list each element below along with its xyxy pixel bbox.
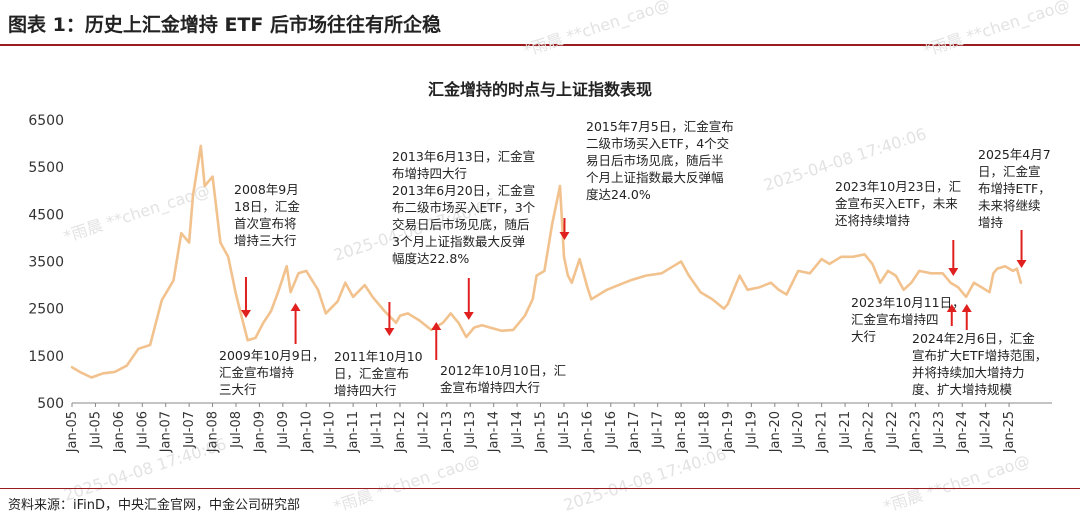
- x-tick-label: Jul-17: [651, 411, 666, 449]
- x-tick-label: Jul-23: [932, 411, 947, 449]
- y-tick-label: 5500: [28, 160, 64, 176]
- x-tick-label: Jan-21: [815, 411, 830, 453]
- x-tick-label: Jul-11: [370, 411, 385, 449]
- annotation-arrow-head: [1016, 260, 1027, 268]
- x-tick-label: Jan-18: [674, 411, 689, 453]
- annotation-2011-10: 2011年10月10 日，汇金宣布 增持四大行: [334, 349, 423, 398]
- x-tick-label: Jan-08: [206, 411, 221, 453]
- x-tick-label: Jan-09: [252, 411, 267, 453]
- x-tick-label: Jan-06: [112, 411, 127, 453]
- annotation-2012-10: 2012年10月10日，汇 金宣布增持四大行: [440, 363, 567, 395]
- annotation-arrow-head: [946, 304, 957, 312]
- annotation-2023-10-23: 2023年10月23日，汇 金宣布买入ETF，未来 还将持续增持: [835, 179, 962, 228]
- x-tick-label: Jan-15: [534, 411, 549, 453]
- x-tick-label: Jul-24: [979, 411, 994, 449]
- x-tick-label: Jan-20: [768, 411, 783, 453]
- y-tick-label: 4500: [28, 207, 64, 223]
- title-rule: [0, 44, 1080, 46]
- x-tick-label: Jul-18: [698, 411, 713, 449]
- x-tick-label: Jan-16: [580, 411, 595, 453]
- x-tick-label: Jul-13: [463, 411, 478, 449]
- source-rule: [0, 488, 1080, 489]
- annotation-arrow-head: [961, 304, 972, 312]
- x-tick-label: Jan-24: [955, 411, 970, 453]
- annotation-arrow-head: [948, 268, 959, 276]
- annotation-2013-06: 2013年6月13日，汇金宣 布增持四大行 2013年6月20日，汇金宣 布二级…: [392, 149, 536, 266]
- annotation-2015-07: 2015年7月5日，汇金宣布 二级市场买入ETF，4个交 易日后市场见底，随后半…: [586, 119, 734, 202]
- y-tick-label: 3500: [28, 255, 64, 271]
- x-tick-label: Jul-20: [791, 411, 806, 449]
- annotation-arrow-head: [240, 310, 251, 318]
- x-tick-label: Jul-14: [510, 411, 525, 449]
- x-tick-label: Jan-10: [299, 411, 314, 453]
- annotation-2008-09: 2008年9月 18日，汇金 首次宣布将 增持三大行: [234, 182, 300, 248]
- annotation-2009-10: 2009年10月9日， 汇金宣布增持 三大行: [219, 348, 325, 397]
- x-tick-label: Jan-22: [861, 411, 876, 453]
- x-tick-label: Jan-25: [1002, 411, 1017, 453]
- x-tick-label: Jul-05: [88, 411, 103, 449]
- x-tick-label: Jul-15: [557, 411, 572, 449]
- x-tick-label: Jul-19: [744, 411, 759, 449]
- x-tick-label: Jan-23: [908, 411, 923, 453]
- x-tick-label: Jul-22: [885, 411, 900, 449]
- annotation-2024-02: 2024年2月6日，汇金 宣布扩大ETF增持范围， 并将持续加大增持力 度、扩大…: [912, 331, 1048, 397]
- y-tick-label: 1500: [28, 349, 64, 365]
- annotation-2023-10-11: 2023年10月11日， 汇金宣布增持四 大行: [851, 295, 965, 344]
- x-tick-label: Jan-19: [721, 411, 736, 453]
- x-tick-label: Jul-08: [229, 411, 244, 449]
- annotation-arrow-head: [463, 312, 474, 320]
- y-tick-label: 6500: [28, 113, 64, 129]
- y-tick-label: 500: [37, 396, 64, 412]
- x-tick-label: Jul-10: [323, 411, 338, 449]
- y-tick-label: 2500: [28, 302, 64, 318]
- annotation-2025-04: 2025年4月7 日，汇金宣 布增持ETF， 未来将继续 增持: [978, 147, 1051, 230]
- x-tick-label: Jul-09: [276, 411, 291, 449]
- x-tick-label: Jan-17: [627, 411, 642, 453]
- annotation-arrow-head: [431, 322, 442, 330]
- source-note: 资料来源：iFinD，中央汇金官网，中金公司研究部: [8, 498, 301, 513]
- x-tick-label: Jul-12: [416, 411, 431, 449]
- annotation-arrow-head: [290, 303, 301, 311]
- x-tick-label: Jul-07: [182, 411, 197, 449]
- annotation-arrow-head: [384, 328, 395, 336]
- x-tick-label: Jul-06: [135, 411, 150, 449]
- x-tick-label: Jan-05: [65, 411, 80, 453]
- chart-title: 汇金增持的时点与上证指数表现: [427, 80, 652, 99]
- x-tick-label: Jan-12: [393, 411, 408, 453]
- shanghai-index-line: [70, 144, 1023, 379]
- x-tick-label: Jan-14: [487, 411, 502, 453]
- x-tick-label: Jan-07: [159, 411, 174, 453]
- x-tick-label: Jan-11: [346, 411, 361, 453]
- x-tick-label: Jan-13: [440, 411, 455, 453]
- x-tick-label: Jul-16: [604, 411, 619, 449]
- x-tick-label: Jul-21: [838, 411, 853, 449]
- figure-title: 图表 1：历史上汇金增持 ETF 后市场往往有所企稳: [8, 14, 441, 36]
- annotation-arrow-head: [559, 232, 570, 240]
